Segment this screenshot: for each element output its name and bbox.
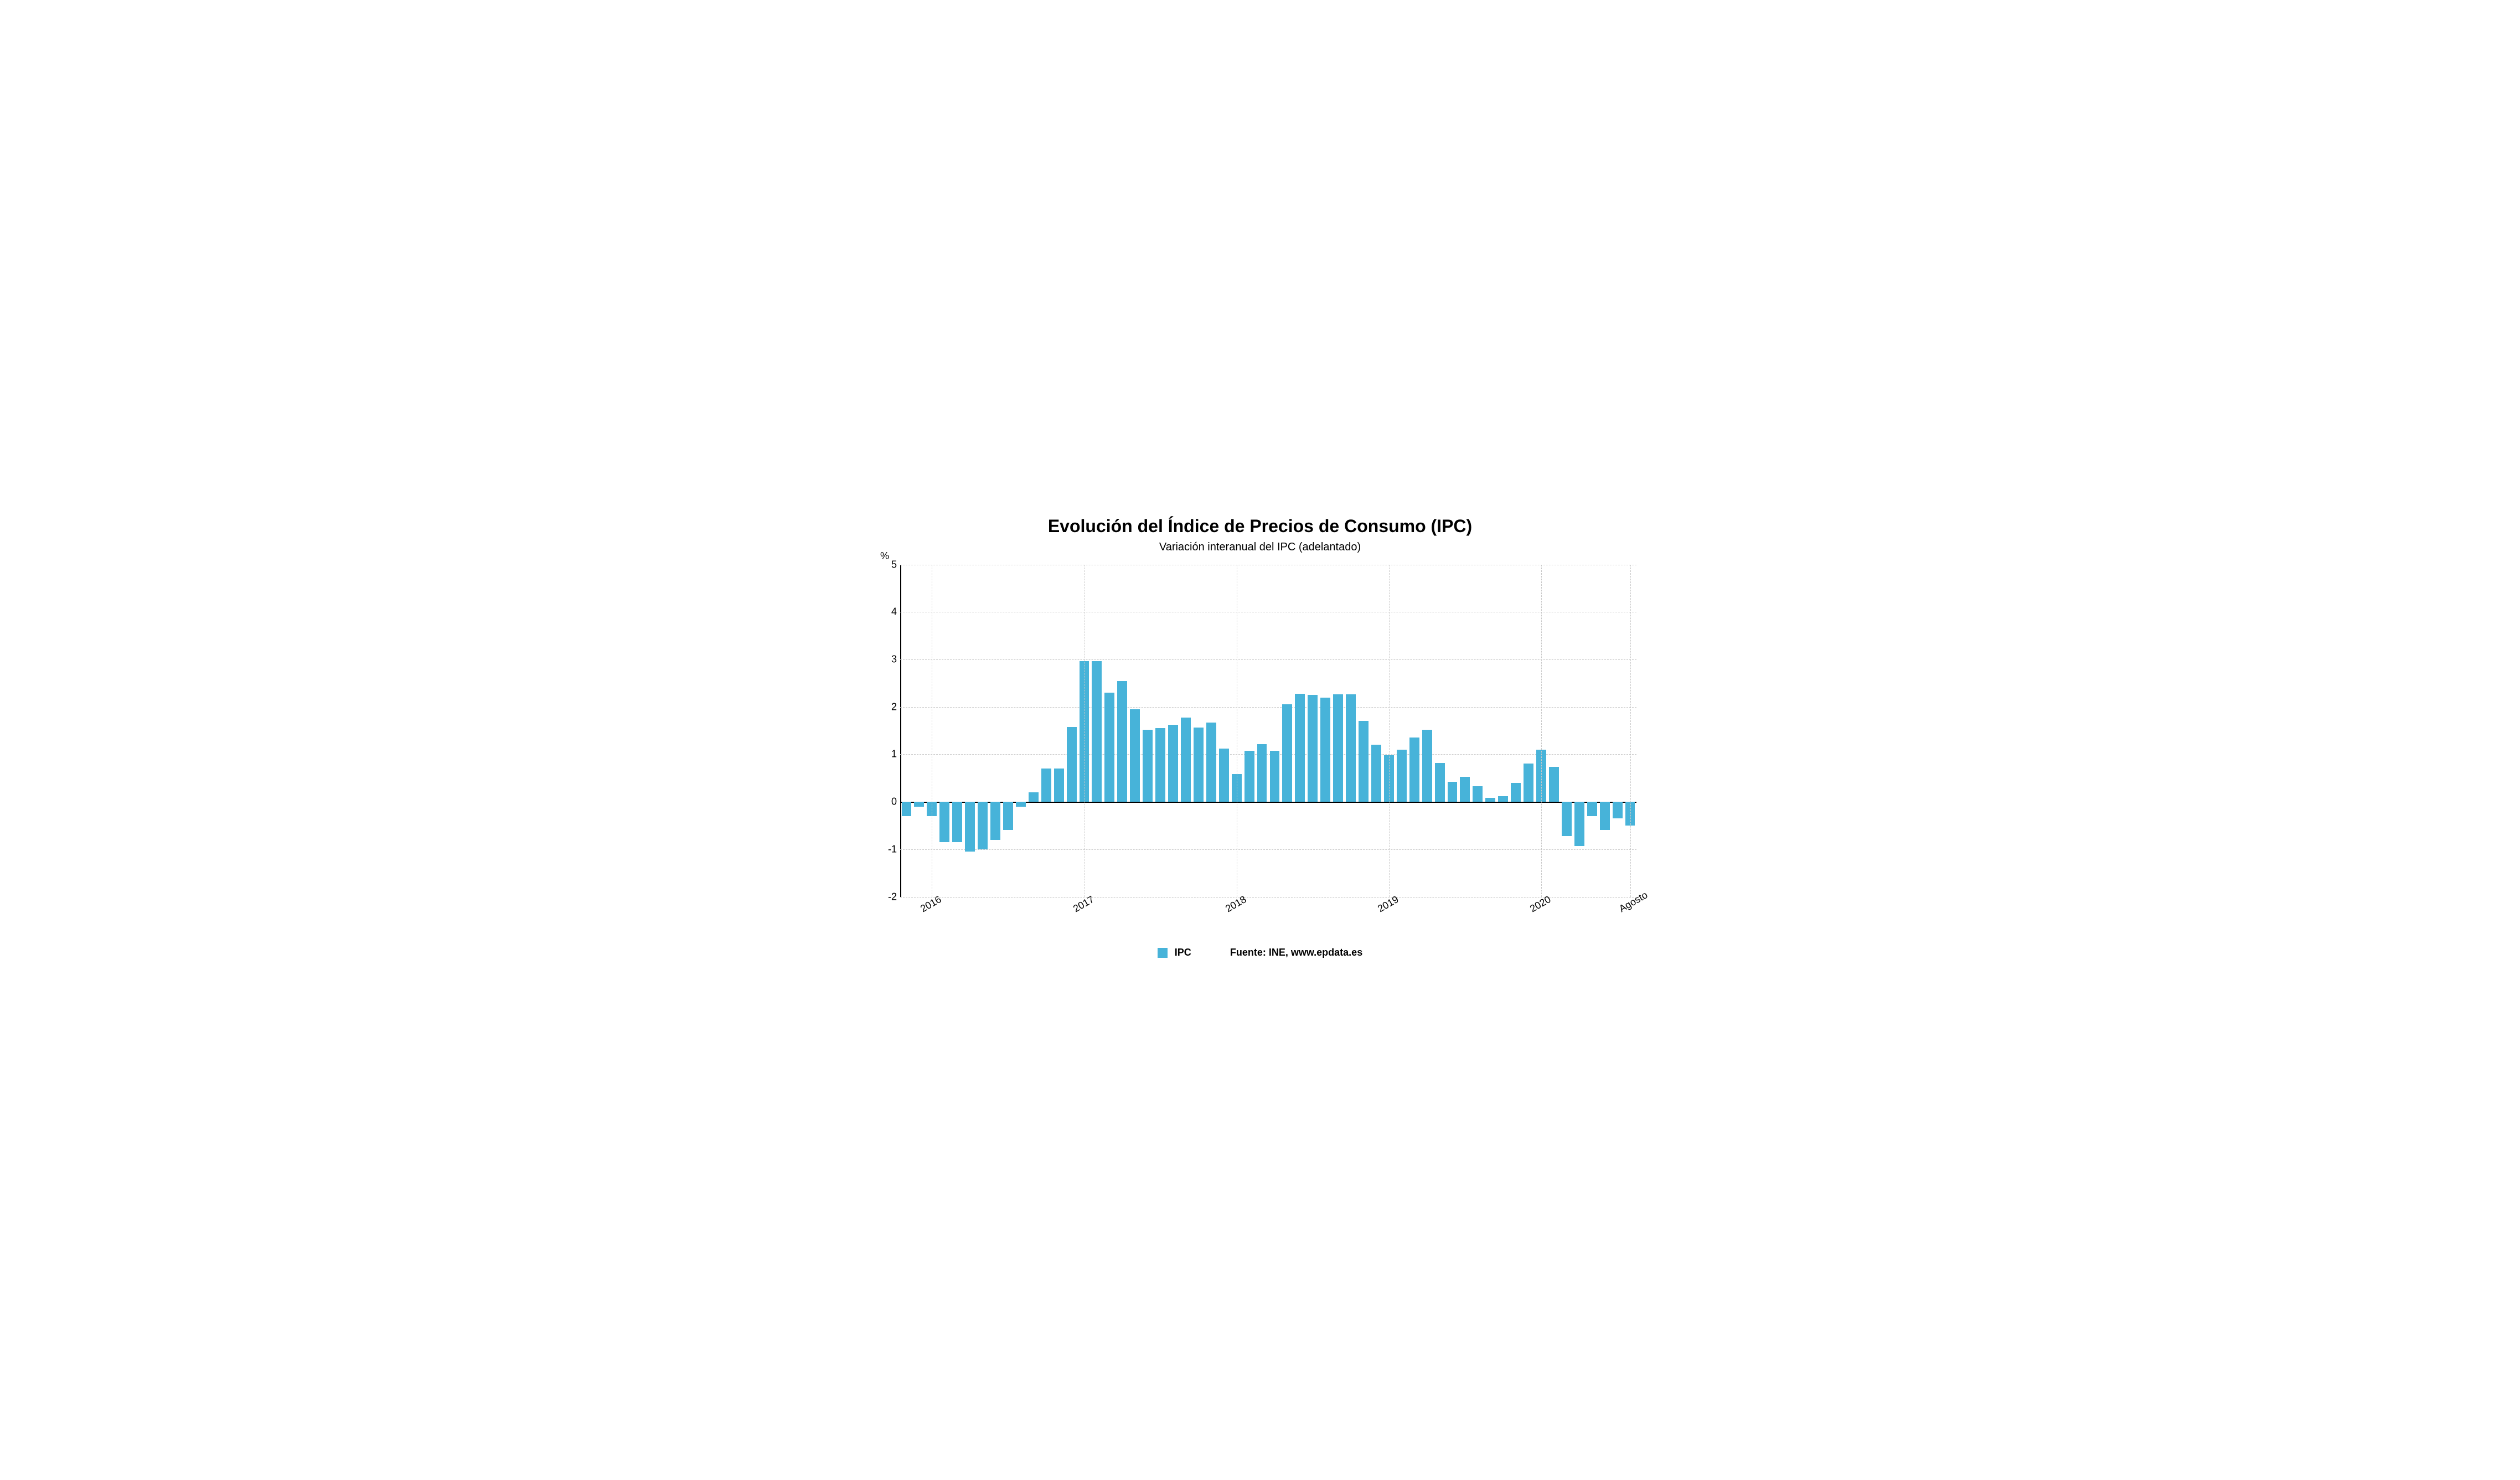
bar <box>1371 745 1381 802</box>
y-tick-label: -2 <box>880 891 897 903</box>
bar <box>1320 698 1330 802</box>
bar <box>1168 725 1178 802</box>
chart-subtitle: Variación interanual del IPC (adelantado… <box>872 541 1648 554</box>
bar <box>990 802 1000 840</box>
bar <box>1422 730 1432 802</box>
bar <box>1016 802 1026 807</box>
bar <box>1511 783 1521 802</box>
x-tick-label: 2016 <box>918 893 943 914</box>
bar <box>1155 728 1165 802</box>
bar <box>1130 709 1140 802</box>
gridline-v <box>1389 565 1390 897</box>
bar <box>1219 749 1229 802</box>
y-tick-label: 5 <box>880 559 897 570</box>
bar <box>1117 681 1127 802</box>
bar <box>1397 750 1407 802</box>
chart-area: % -2-1012345 <box>900 565 1636 897</box>
legend-source: Fuente: INE, www.epdata.es <box>1230 947 1362 958</box>
y-tick-label: 0 <box>880 796 897 808</box>
bar <box>1181 718 1191 802</box>
bar <box>1600 802 1610 830</box>
chart-title: Evolución del Índice de Precios de Consu… <box>872 516 1648 537</box>
bar <box>1143 730 1153 802</box>
bar <box>1460 777 1470 802</box>
bar <box>1346 694 1356 802</box>
bar <box>1003 802 1013 830</box>
bar <box>1029 792 1039 802</box>
bar <box>1295 694 1305 802</box>
bar <box>1549 767 1559 802</box>
legend: IPC Fuente: INE, www.epdata.es <box>872 947 1648 958</box>
chart-container: Evolución del Índice de Precios de Consu… <box>850 499 1670 981</box>
bar <box>1206 723 1216 802</box>
legend-swatch <box>1158 948 1168 958</box>
bar <box>1067 727 1077 802</box>
bar <box>1473 786 1483 802</box>
bar <box>939 802 949 842</box>
gridline-v <box>1541 565 1542 897</box>
plot-region: -2-1012345 <box>900 565 1636 897</box>
x-tick-label: 2018 <box>1223 893 1248 914</box>
y-tick-label: 4 <box>880 606 897 618</box>
bar <box>1092 661 1102 802</box>
x-tick-label: 2017 <box>1071 893 1096 914</box>
bar <box>1104 693 1114 802</box>
bar <box>1435 763 1445 802</box>
bar <box>1308 695 1318 802</box>
bar <box>1359 721 1369 802</box>
bar <box>1409 738 1419 802</box>
bar <box>1613 802 1623 818</box>
bar <box>902 802 912 816</box>
bar <box>1041 769 1051 802</box>
x-tick-label: 2019 <box>1376 893 1401 914</box>
bar <box>1562 802 1572 836</box>
bar <box>952 802 962 842</box>
bar <box>1524 764 1533 802</box>
x-tick-label: 2020 <box>1528 893 1553 914</box>
x-axis-labels: 20162017201820192020Agosto <box>900 897 1636 941</box>
bar <box>1282 704 1292 802</box>
y-tick-label: 2 <box>880 701 897 713</box>
bar <box>1448 782 1458 802</box>
bar <box>1587 802 1597 816</box>
gridline-v <box>1630 565 1631 897</box>
bar <box>1244 751 1254 802</box>
bar <box>1574 802 1584 846</box>
bar <box>978 802 988 849</box>
bar <box>1333 694 1343 802</box>
bar <box>965 802 975 852</box>
bar <box>1194 728 1204 802</box>
y-tick-label: -1 <box>880 843 897 855</box>
bar <box>1270 751 1280 802</box>
bar <box>1257 744 1267 802</box>
y-tick-label: 3 <box>880 653 897 665</box>
legend-series-label: IPC <box>1175 947 1191 958</box>
y-tick-label: 1 <box>880 749 897 760</box>
bar <box>1485 798 1495 802</box>
bar <box>914 802 924 807</box>
bar <box>1498 796 1508 802</box>
bar <box>1054 769 1064 802</box>
